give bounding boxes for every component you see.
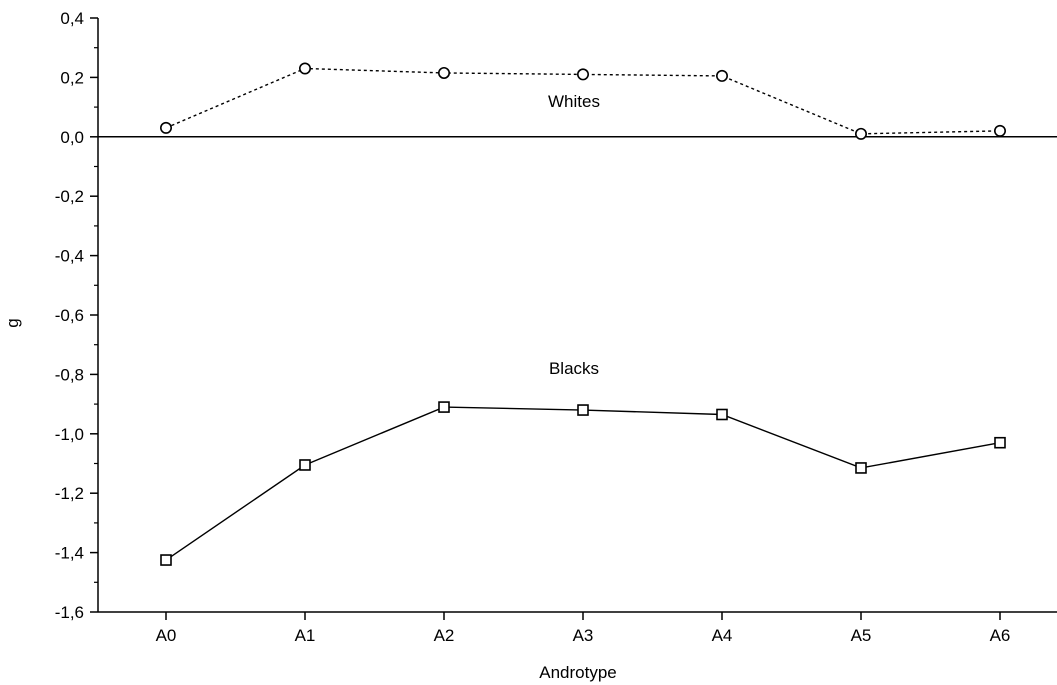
y-tick-label: -1,4: [55, 544, 84, 563]
point-whites: [854, 127, 867, 140]
x-tick-label: A6: [990, 626, 1011, 645]
x-tick-label: A0: [156, 626, 177, 645]
y-tick-label: -0,6: [55, 306, 84, 325]
y-tick-label: -1,0: [55, 425, 84, 444]
series-lines: [165, 67, 1001, 561]
point-blacks: [299, 459, 311, 471]
x-tick-label: A4: [712, 626, 733, 645]
x-axis-title: Androtype: [539, 663, 617, 682]
y-tick-label: 0,4: [60, 9, 84, 28]
series-label-whites: Whites: [548, 92, 600, 111]
series-label-blacks: Blacks: [549, 359, 599, 378]
y-axis-title: g: [3, 318, 22, 327]
x-axis: A0 A1 A2 A3 A4 A5 A6: [98, 611, 1057, 645]
point-blacks: [855, 462, 867, 474]
point-whites: [160, 121, 173, 134]
y-axis: 0,4 0,2 0,0 -0,2 -0,4 -0,6 -0,8 -1,0 -1,2 -1,4 -1,…: [55, 9, 99, 622]
point-whites: [576, 68, 589, 81]
point-blacks: [716, 408, 728, 421]
point-whites: [715, 69, 728, 82]
y-tick-label: 0,2: [60, 68, 84, 87]
point-blacks: [577, 404, 589, 416]
point-whites: [437, 66, 450, 79]
point-whites: [298, 62, 311, 75]
y-tick-label: -0,4: [55, 247, 84, 266]
point-whites: [993, 124, 1006, 137]
x-tick-label: A1: [295, 626, 316, 645]
point-blacks: [160, 554, 172, 566]
series-line-blacks: [165, 406, 1001, 561]
x-tick-label: A2: [434, 626, 455, 645]
y-tick-label: -0,2: [55, 187, 84, 206]
point-blacks: [994, 436, 1006, 449]
series-markers: [160, 62, 1006, 566]
point-blacks: [438, 401, 450, 413]
y-tick-label: -1,2: [55, 484, 84, 503]
y-tick-label: -1,6: [55, 603, 84, 622]
y-tick-label: 0,0: [60, 128, 84, 147]
x-tick-label: A3: [573, 626, 594, 645]
x-tick-label: A5: [851, 626, 872, 645]
y-tick-label: -0,8: [55, 365, 84, 384]
